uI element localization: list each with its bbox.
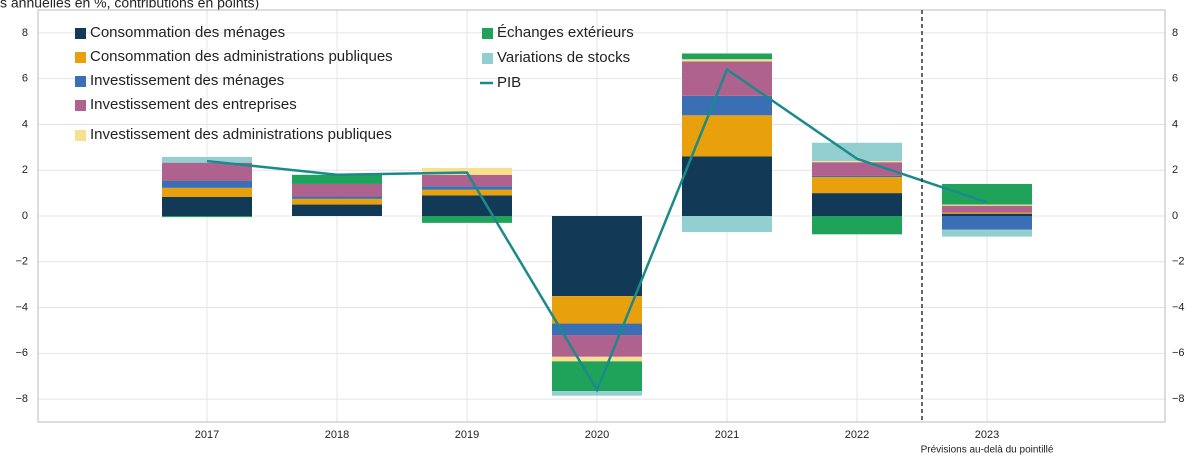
- bar-segment: [812, 193, 902, 216]
- legend-swatch: [482, 53, 493, 64]
- legend-label: Investissement des entreprises: [90, 96, 297, 113]
- y2-tick-label: 8: [1172, 27, 1178, 39]
- y2-tick-label: 0: [1172, 210, 1178, 222]
- x-tick-label: 2022: [845, 429, 869, 441]
- bar-segment: [162, 187, 252, 198]
- x-tick-label: 2017: [195, 429, 219, 441]
- bar-segment: [942, 216, 1032, 230]
- bar-segment: [682, 95, 772, 116]
- y-tick-label: 6: [22, 73, 28, 85]
- legend-label: Investissement des administrations publi…: [90, 126, 392, 143]
- bar-segment: [422, 186, 512, 190]
- y-tick-label: −4: [15, 301, 28, 313]
- legend-swatch: [482, 28, 493, 39]
- legend-swatch: [75, 130, 86, 141]
- bar-segment: [812, 161, 902, 163]
- x-tick-label: 2023: [975, 429, 999, 441]
- legend-swatch: [75, 28, 86, 39]
- chart-title: s annuelles en %, contributions en point…: [0, 0, 259, 11]
- bar-segment: [942, 204, 1032, 206]
- legend-label: Consommation des ménages: [90, 24, 285, 41]
- bar-segment: [552, 216, 642, 297]
- y-tick-label: −8: [15, 393, 28, 405]
- bar-segment: [682, 115, 772, 157]
- bar-segment: [812, 177, 902, 194]
- bar-segment: [422, 174, 512, 187]
- bar-segment: [162, 156, 252, 163]
- bar-segment: [162, 197, 252, 216]
- y2-tick-label: 4: [1172, 118, 1178, 130]
- legend-swatch: [75, 76, 86, 87]
- legend-label: Variations de stocks: [497, 49, 630, 66]
- x-tick-label: 2021: [715, 429, 739, 441]
- x-tick-label: 2020: [585, 429, 609, 441]
- bar-segment: [682, 156, 772, 216]
- bar-segment: [942, 229, 1032, 237]
- bar-segment: [552, 323, 642, 336]
- y-tick-label: 0: [22, 210, 28, 222]
- x-tick-label: 2019: [455, 429, 479, 441]
- y2-tick-label: −4: [1172, 301, 1185, 313]
- legend-swatch: [75, 52, 86, 63]
- bar-segment: [942, 205, 1032, 213]
- legend-label: Investissement des ménages: [90, 72, 284, 89]
- plot-frame: [37, 9, 1166, 423]
- y-tick-label: 4: [22, 118, 28, 130]
- bar-segment: [292, 198, 382, 205]
- y2-tick-label: −2: [1172, 256, 1185, 268]
- bar-segment: [682, 53, 772, 60]
- bar-segment: [812, 175, 902, 178]
- y2-tick-label: 6: [1172, 73, 1178, 85]
- y2-tick-label: 2: [1172, 164, 1178, 176]
- bar-segment: [552, 356, 642, 362]
- bar-segment: [552, 391, 642, 396]
- bar-segment: [552, 361, 642, 392]
- bar-segment: [812, 216, 902, 235]
- bar-segment: [292, 204, 382, 216]
- bar-segment: [422, 195, 512, 216]
- y-tick-label: −2: [15, 256, 28, 268]
- y-tick-label: 2: [22, 164, 28, 176]
- y2-tick-label: −8: [1172, 393, 1185, 405]
- y-tick-label: −6: [15, 347, 28, 359]
- bar-segment: [292, 174, 382, 184]
- y2-tick-label: −6: [1172, 347, 1185, 359]
- bar-segment: [942, 213, 1032, 216]
- legend-swatch: [75, 100, 86, 111]
- line-series: [206, 67, 988, 393]
- bar-segment: [162, 216, 252, 218]
- legend-label: Consommation des administrations publiqu…: [90, 48, 393, 65]
- bar-segment: [942, 212, 1032, 214]
- bar-segment: [812, 142, 902, 162]
- bar-segment: [422, 189, 512, 196]
- bar-segment: [682, 59, 772, 62]
- bar-segment: [162, 180, 252, 188]
- bar-segment: [292, 196, 382, 199]
- bar-segment: [162, 162, 252, 181]
- annotation: Prévisions au-delà du pointillé: [921, 445, 1054, 456]
- bar-segment: [942, 183, 1032, 205]
- legend-label: Échanges extérieurs: [497, 24, 634, 41]
- bar-segment: [422, 216, 512, 223]
- bar-segment: [292, 183, 382, 197]
- legend-label: PIB: [497, 74, 521, 91]
- x-tick-label: 2018: [325, 429, 349, 441]
- y-tick-label: 8: [22, 27, 28, 39]
- bar-segment: [682, 216, 772, 233]
